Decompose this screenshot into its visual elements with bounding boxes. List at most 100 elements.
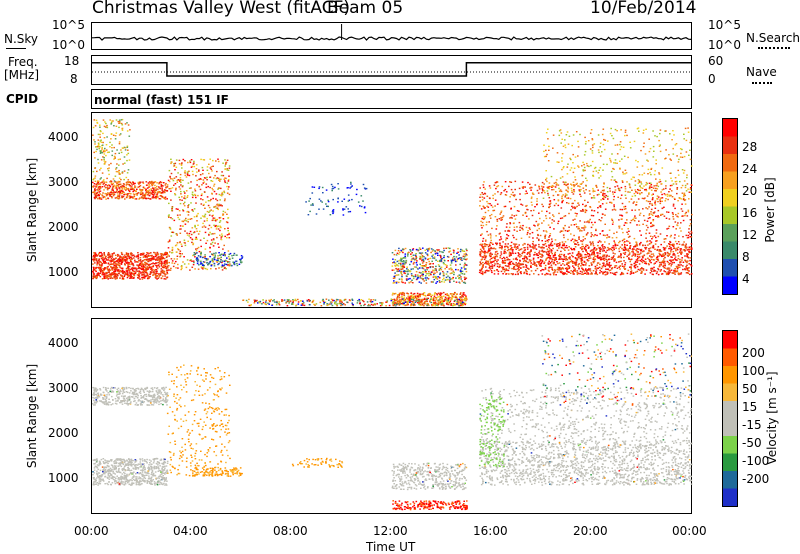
power-cell [443,277,445,279]
power-cell [164,184,167,186]
power-cell [109,195,112,197]
power-cell [435,298,438,300]
power-cell [567,249,570,251]
power-cell [125,176,128,179]
power-cell [433,272,435,274]
power-cell [442,291,445,294]
power-cell [223,190,225,192]
power-cell [223,244,225,247]
power-cell [409,249,411,251]
power-cell [222,174,225,177]
power-cell [149,258,151,260]
power-cell [186,195,189,197]
power-cell [158,276,160,278]
power-cell [126,195,129,197]
power-cell [443,256,445,259]
power-cell [186,259,189,261]
power-cell [150,192,153,195]
power-cell [116,269,119,271]
power-cell [135,190,137,193]
power-cell [589,255,591,257]
power-cell [535,265,538,267]
power-cell [99,146,101,148]
power-cell [212,214,214,216]
power-cell [577,251,580,254]
power-cell [192,263,195,266]
power-cell [200,217,202,219]
power-cell [459,302,462,304]
power-cell [500,270,503,273]
power-cell [219,216,222,219]
power-cell [109,277,112,279]
power-cell [483,255,486,257]
power-cell [118,164,120,166]
power-cell [178,196,180,199]
power-cell [679,258,681,261]
power-cell [432,298,435,300]
power-cell [151,184,153,187]
power-cell [525,264,527,266]
power-cell [455,256,458,258]
power-cell [126,258,129,261]
power-cell [589,268,592,270]
power-cell [94,177,96,179]
power-cell [95,119,98,121]
power-cell [167,241,170,243]
power-cell [182,158,185,161]
power-cell [109,263,112,266]
power-cell [649,272,652,274]
power-cell [195,196,197,199]
power-cell [137,181,140,184]
power-cell [94,257,96,259]
power-cell [594,255,596,257]
power-cell [599,269,601,272]
power-cell [155,272,158,274]
power-cell [422,278,425,280]
power-cell [636,255,639,258]
power-cell [228,237,231,239]
power-cell [311,186,314,188]
power-cell [145,270,148,272]
power-cell [94,191,96,194]
power-cell [271,304,273,306]
power-cell [571,254,573,257]
power-cell [227,250,230,252]
power-cell [265,299,267,302]
power-cell [391,265,394,267]
power-cell [393,280,395,282]
power-cell [155,195,157,198]
power-cell [427,294,429,296]
power-cell [614,272,616,274]
power-cell [101,269,103,272]
power-cell [200,203,203,205]
power-cell [204,248,207,250]
power-cell [147,258,149,260]
power-cell [436,296,439,298]
power-cell [346,301,348,303]
power-cell [428,263,431,265]
power-cell [103,262,105,264]
power-cell [205,186,208,189]
power-cell [686,254,688,256]
power-cell [168,261,170,264]
power-cell [164,265,167,267]
power-cell [400,264,402,266]
power-cell [180,243,183,245]
power-cell [212,165,214,167]
power-cell [429,257,432,260]
power-cell [118,259,121,261]
power-cell [416,292,419,295]
power-cell [644,244,647,247]
power-cell [618,248,620,250]
power-cell [199,178,202,180]
power-cell [680,272,683,274]
power-cell [92,134,94,136]
power-cell [522,244,524,246]
power-cell [450,262,453,264]
power-cell [208,263,210,265]
power-cell [586,251,588,253]
power-cell [119,122,121,124]
power-cell [206,166,209,168]
power-cell [179,202,182,205]
power-cell [400,270,403,273]
